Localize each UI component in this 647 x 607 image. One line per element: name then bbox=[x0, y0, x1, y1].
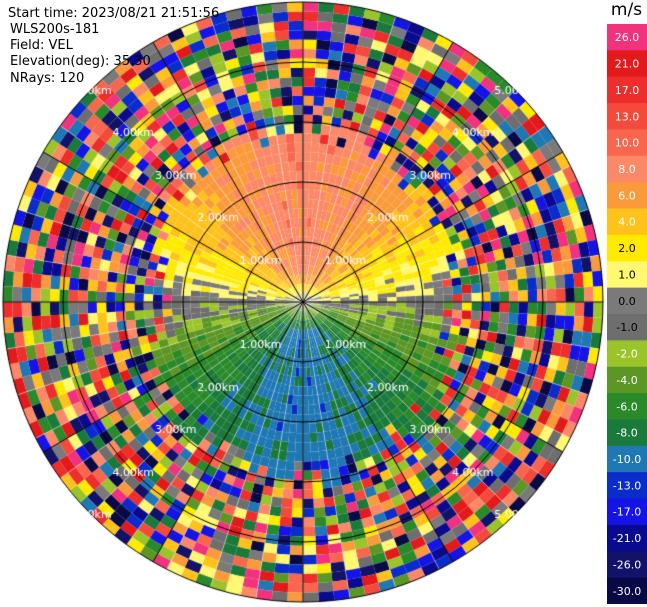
colorbar-tick-label: 4.0 bbox=[618, 216, 636, 229]
colorbar-swatch bbox=[607, 155, 647, 183]
colorbar-swatch bbox=[607, 261, 647, 289]
colorbar-tick-label: 6.0 bbox=[618, 189, 636, 202]
ppi-velocity-plot bbox=[0, 0, 606, 607]
colorbar-swatch bbox=[607, 445, 647, 473]
colorbar-tick-label: 10.0 bbox=[615, 137, 640, 150]
colorbar-tick-label: -1.0 bbox=[616, 321, 637, 334]
colorbar-swatch bbox=[607, 208, 647, 236]
field-name: Field: VEL bbox=[10, 38, 73, 53]
colorbar-swatch bbox=[607, 551, 647, 579]
colorbar-swatch bbox=[607, 129, 647, 157]
colorbar-unit: m/s bbox=[610, 0, 643, 20]
colorbar-tick-label: 0.0 bbox=[618, 295, 636, 308]
colorbar-swatch bbox=[607, 498, 647, 526]
colorbar-swatch bbox=[607, 314, 647, 341]
colorbar-tick-label: -17.0 bbox=[613, 506, 641, 519]
colorbar-swatch bbox=[607, 182, 647, 210]
colorbar-tick-label: -30.0 bbox=[613, 585, 641, 598]
colorbar-tick-label: 17.0 bbox=[615, 84, 640, 97]
colorbar-swatch bbox=[607, 50, 647, 78]
colorbar-swatch bbox=[607, 287, 647, 315]
ray-count: NRays: 120 bbox=[10, 71, 85, 86]
instrument-name: WLS200s-181 bbox=[10, 22, 100, 37]
colorbar-tick-label: -4.0 bbox=[616, 374, 637, 387]
colorbar-tick-label: 26.0 bbox=[615, 31, 640, 44]
colorbar-tick-label: -6.0 bbox=[616, 400, 637, 413]
elevation: Elevation(deg): 35.30 bbox=[10, 54, 151, 69]
colorbar-swatch bbox=[607, 103, 647, 130]
colorbar-swatch bbox=[607, 76, 647, 104]
colorbar-swatch bbox=[607, 472, 647, 500]
colorbar-tick-label: 1.0 bbox=[618, 268, 636, 281]
colorbar-tick-label: 21.0 bbox=[615, 58, 640, 71]
colorbar-tick-label: 8.0 bbox=[618, 163, 636, 176]
colorbar-tick-label: 2.0 bbox=[618, 242, 636, 255]
colorbar-swatch bbox=[607, 234, 647, 262]
colorbar-tick-label: -21.0 bbox=[613, 532, 641, 545]
colorbar-tick-label: 13.0 bbox=[615, 110, 640, 123]
colorbar-tick-label: -8.0 bbox=[616, 427, 637, 440]
colorbar: 26.0 21.0 17.0 13.0 10.0 8.0 6.0 4.0 2.0 1.0 0.0 -1… bbox=[607, 24, 647, 604]
colorbar-swatch bbox=[607, 577, 647, 604]
colorbar-tick-label: -2.0 bbox=[616, 348, 637, 361]
colorbar-tick-label: -13.0 bbox=[613, 479, 641, 492]
colorbar-tick-label: -26.0 bbox=[613, 558, 641, 571]
colorbar-swatch bbox=[607, 393, 647, 420]
colorbar-swatch bbox=[607, 340, 647, 368]
colorbar-swatch bbox=[607, 524, 647, 552]
colorbar-swatch bbox=[607, 24, 647, 51]
colorbar-swatch bbox=[607, 366, 647, 394]
colorbar-swatch bbox=[607, 419, 647, 447]
colorbar-tick-label: -10.0 bbox=[613, 453, 641, 466]
start-time: Start time: 2023/08/21 21:51:56 bbox=[8, 6, 220, 21]
